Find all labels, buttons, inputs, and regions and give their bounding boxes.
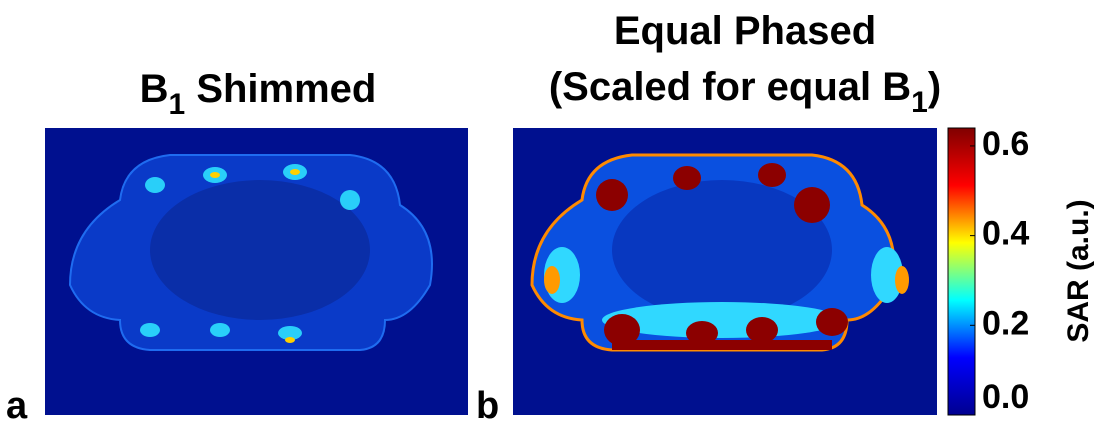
tick-label: 0.0: [982, 378, 1029, 416]
panel-letter: a: [6, 385, 28, 427]
panel-title: B1 Shimmed: [140, 67, 377, 121]
title-sub: 1: [911, 86, 928, 119]
title-text: B: [140, 67, 169, 111]
tick-label: 0.4: [982, 215, 1029, 253]
panel-title: (Scaled for equal B1): [549, 65, 941, 119]
colorbar: [948, 128, 975, 415]
title-text: ): [928, 65, 941, 109]
heatmap-a: [45, 128, 468, 415]
title-text: (Scaled for equal B: [549, 65, 911, 109]
panel-letter: b: [476, 385, 499, 427]
title-sub: 1: [169, 88, 186, 121]
figure: a b B1 Shimmed Equal Phased (Scaled for …: [0, 0, 1102, 431]
panel-title: Equal Phased: [614, 9, 876, 53]
title-text: Shimmed: [185, 67, 376, 111]
tick-label: 0.2: [982, 304, 1029, 342]
heatmap-b: [513, 128, 937, 415]
tick-label: 0.6: [982, 125, 1029, 163]
colorbar-label: SAR (a.u.): [1062, 199, 1095, 342]
